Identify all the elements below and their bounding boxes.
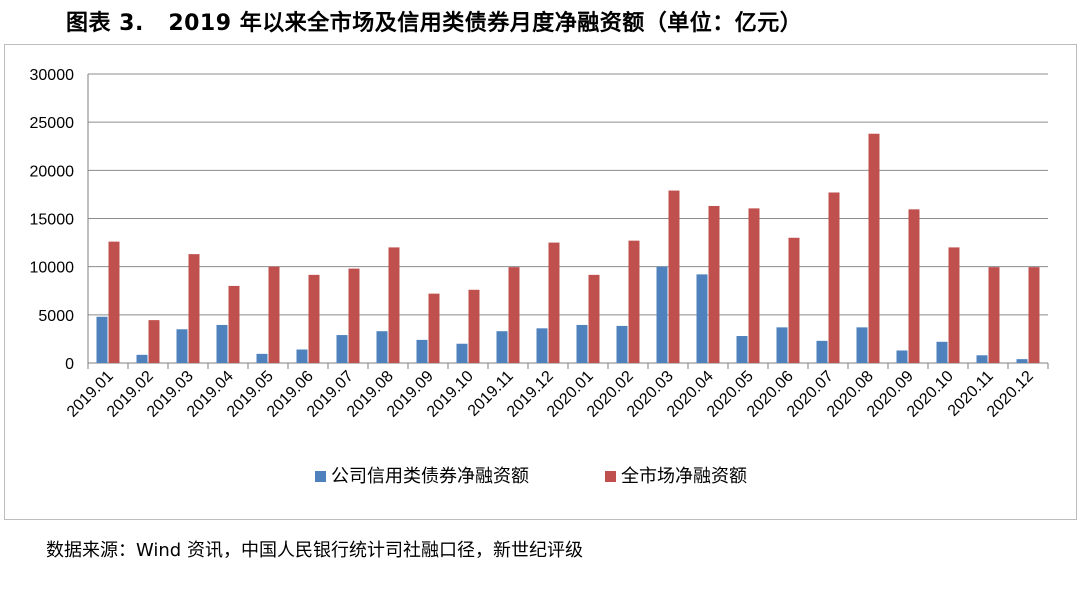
bar-series1-2019.06 — [296, 349, 308, 363]
bar-series1-2020.04 — [696, 274, 708, 363]
bar-series1-2019.02 — [136, 354, 148, 363]
chart-frame — [4, 44, 1077, 520]
bar-series1-2019.07 — [336, 335, 348, 363]
bar-series2-2020.05 — [748, 208, 760, 363]
bar-series2-2019.04 — [228, 285, 240, 363]
bar-series1-2019.10 — [456, 343, 468, 363]
bar-series2-2020.10 — [948, 247, 960, 363]
bar-series1-2020.05 — [736, 336, 748, 363]
bar-series2-2019.08 — [388, 247, 400, 363]
figure-label: 图表 3. — [66, 11, 144, 36]
bar-series1-2019.09 — [416, 339, 428, 363]
y-tick-label: 0 — [65, 356, 74, 373]
legend-label-series1: 公司信用类债券净融资额 — [331, 466, 529, 487]
bar-series2-2020.11 — [988, 267, 1000, 363]
y-tick-label: 10000 — [30, 260, 75, 277]
y-tick-label: 15000 — [30, 212, 75, 229]
bar-series1-2020.03 — [656, 266, 668, 363]
bar-series1-2019.12 — [536, 328, 548, 363]
y-tick-label: 20000 — [30, 163, 75, 180]
y-tick-label: 30000 — [30, 67, 75, 84]
bar-series2-2020.09 — [908, 209, 920, 363]
y-tick-label: 25000 — [30, 115, 75, 132]
bar-series2-2020.04 — [708, 205, 720, 363]
bar-series1-2020.02 — [616, 325, 628, 363]
figure-title: 图表 3. 2019 年以来全市场及信用类债券月度净融资额（单位：亿元） — [66, 5, 802, 37]
bar-series2-2019.06 — [308, 274, 320, 363]
bar-series1-2019.05 — [256, 353, 268, 363]
bar-series2-2020.08 — [868, 133, 880, 363]
bar-series2-2019.11 — [508, 267, 520, 363]
bar-series2-2020.02 — [628, 240, 640, 363]
bar-series2-2020.07 — [828, 192, 840, 363]
bar-series1-2019.01 — [96, 316, 108, 363]
legend-label-series2: 全市场净融资额 — [621, 466, 747, 487]
bar-series2-2019.01 — [108, 241, 120, 363]
bar-series2-2019.07 — [348, 268, 360, 363]
bar-series2-2019.03 — [188, 254, 200, 363]
figure-title-text: 2019 年以来全市场及信用类债券月度净融资额（单位：亿元） — [168, 11, 803, 36]
legend-swatch-series1 — [315, 471, 326, 482]
bar-series1-2020.12 — [1016, 359, 1028, 363]
bar-series2-2020.06 — [788, 237, 800, 363]
bar-series1-2019.03 — [176, 329, 188, 363]
bar-series2-2020.12 — [1028, 267, 1040, 363]
y-tick-label: 5000 — [38, 308, 74, 325]
bar-series1-2020.10 — [936, 341, 948, 363]
bar-series1-2020.11 — [976, 355, 988, 363]
bar-series1-2019.11 — [496, 331, 508, 363]
legend-swatch-series2 — [605, 471, 616, 482]
bar-series1-2019.08 — [376, 331, 388, 363]
source-note: 数据来源：Wind 资讯，中国人民银行统计司社融口径，新世纪评级 — [46, 540, 583, 561]
bar-series2-2019.12 — [548, 242, 560, 363]
bar-series1-2019.04 — [216, 324, 228, 363]
bar-series2-2019.09 — [428, 293, 440, 363]
bar-series1-2020.01 — [576, 324, 588, 363]
bar-series2-2019.05 — [268, 266, 280, 363]
bar-series2-2020.01 — [588, 274, 600, 363]
bar-series1-2020.07 — [816, 340, 828, 363]
bar-series2-2020.03 — [668, 190, 680, 363]
bar-series1-2020.06 — [776, 327, 788, 363]
bar-series1-2020.08 — [856, 327, 868, 363]
bar-series2-2019.10 — [468, 289, 480, 363]
bar-series2-2019.02 — [148, 320, 160, 363]
bar-series1-2020.09 — [896, 350, 908, 363]
